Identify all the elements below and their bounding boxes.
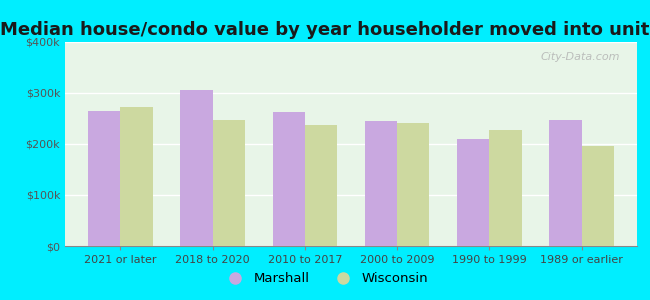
Bar bbox=[397, 123, 430, 246]
Bar bbox=[120, 107, 153, 246]
Bar bbox=[180, 90, 213, 246]
Bar bbox=[365, 121, 397, 246]
Bar bbox=[88, 111, 120, 246]
Bar bbox=[457, 139, 489, 246]
Bar bbox=[305, 124, 337, 246]
Bar bbox=[549, 119, 582, 246]
Legend: Marshall, Wisconsin: Marshall, Wisconsin bbox=[217, 267, 433, 290]
Bar bbox=[582, 146, 614, 246]
Text: City-Data.com: City-Data.com bbox=[540, 52, 620, 62]
Text: Median house/condo value by year householder moved into unit: Median house/condo value by year househo… bbox=[0, 21, 650, 39]
Bar bbox=[213, 119, 245, 246]
Bar bbox=[489, 130, 522, 246]
Bar bbox=[272, 112, 305, 246]
